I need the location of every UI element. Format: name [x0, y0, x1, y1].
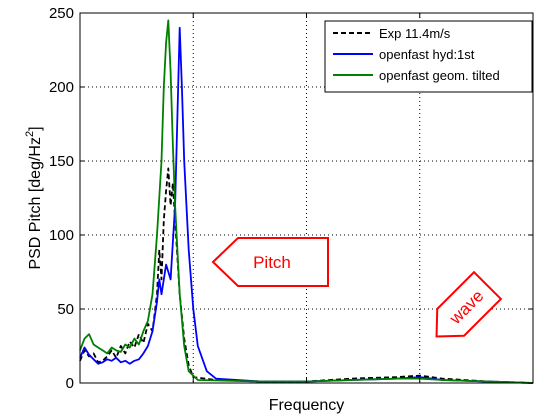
y-tick-label: 200: [49, 79, 74, 96]
x-axis-label: Frequency: [269, 397, 345, 414]
grid-lines: [80, 13, 533, 383]
y-axis-label-main: PSD Pitch [deg/Hz: [27, 137, 44, 270]
legend-label-openfast-geom: openfast geom. tilted: [379, 68, 500, 83]
y-axis-label-suffix: ]: [27, 126, 44, 130]
pitch-annotation: Pitch: [211, 237, 329, 287]
legend-label-exp: Exp 11.4m/s: [379, 26, 451, 41]
y-tick-label: 150: [49, 153, 74, 170]
legend-label-openfast-hyd: openfast hyd:1st: [379, 47, 475, 62]
y-tick-label: 100: [49, 227, 74, 244]
legend: Exp 11.4m/s openfast hyd:1st openfast ge…: [324, 20, 533, 93]
wave-arrow-shape: [435, 270, 503, 338]
pitch-annotation-text: Pitch: [253, 253, 291, 272]
tick-marks: [80, 12, 533, 384]
y-tick-label: 50: [57, 301, 74, 318]
wave-annotation: wave: [435, 270, 503, 338]
y-tick-label: 0: [66, 375, 74, 392]
y-tick-label: 250: [49, 5, 74, 22]
y-axis-label-superscript: 2: [24, 131, 36, 137]
pitch-arrow-shape: [211, 237, 329, 287]
y-tick-labels: 0 50 100 150 200 250: [49, 5, 74, 392]
y-axis-label: PSD Pitch [deg/Hz2]: [24, 126, 44, 269]
